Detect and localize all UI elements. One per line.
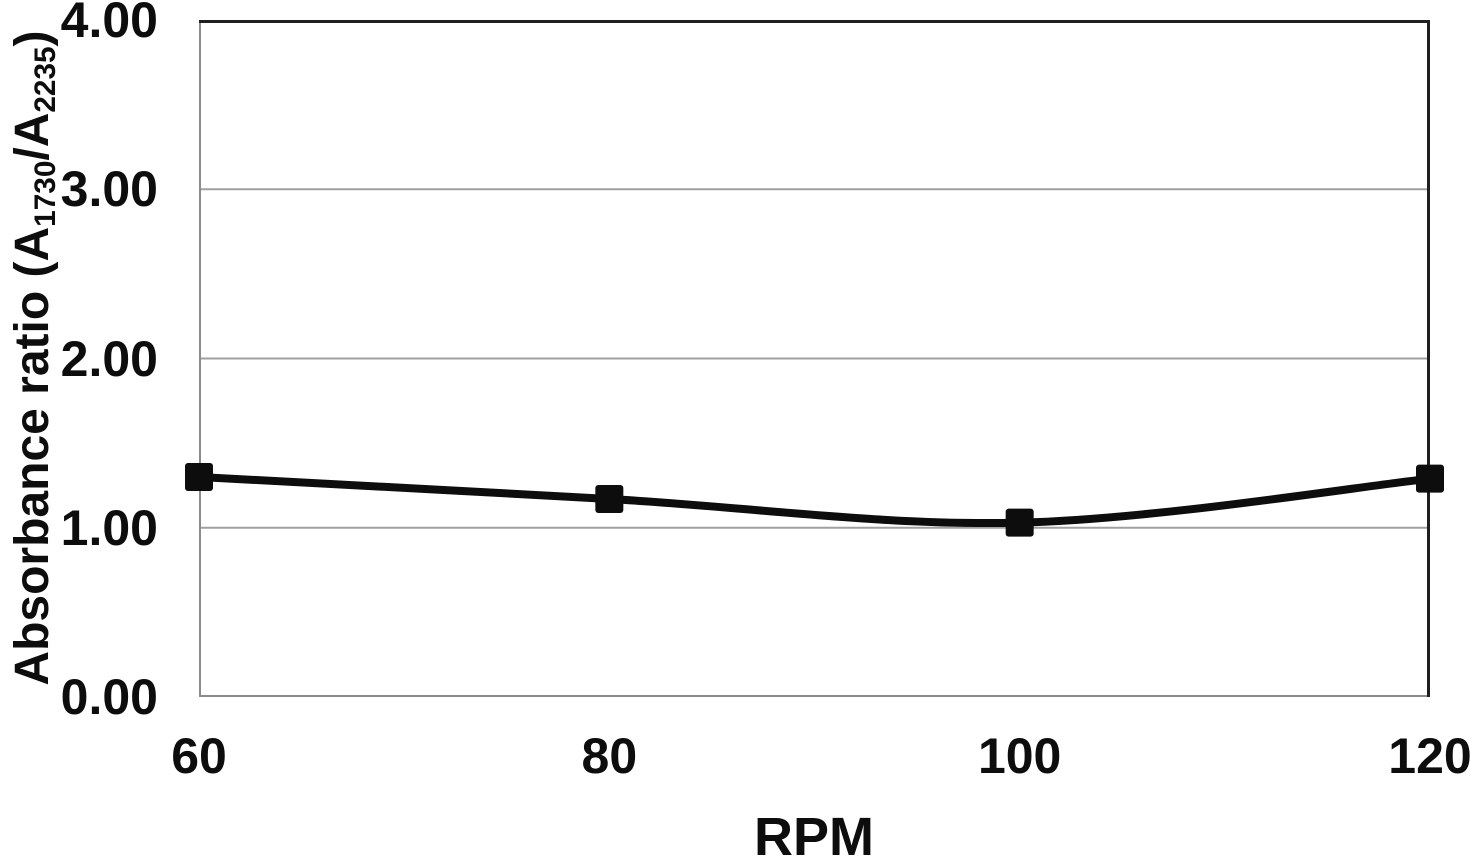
y-tick-label-3.00: 3.00 — [60, 161, 158, 218]
y-tick-label-4.00: 4.00 — [60, 0, 158, 48]
data-point-marker-100 — [1005, 508, 1034, 537]
data-point-marker-60 — [185, 462, 213, 491]
y-tick-label-2.00: 2.00 — [60, 330, 158, 387]
x-tick-label-120: 120 — [1388, 728, 1472, 784]
y-axis-title-subscript-2235: 2235 — [28, 46, 62, 113]
y-axis-title-text: Absorbance ratio (A — [6, 226, 59, 686]
x-tick-label-60: 60 — [171, 728, 227, 784]
x-axis-title: RPM — [754, 807, 874, 867]
data-point-marker-80 — [595, 484, 624, 513]
data-point-marker-120 — [1416, 464, 1444, 493]
plot-area — [185, 20, 1444, 697]
series-line — [195, 472, 1434, 528]
y-tick-label-1.00: 1.00 — [60, 499, 158, 556]
y-tick-label-0.00: 0.00 — [60, 669, 158, 725]
x-tick-label-80: 80 — [581, 728, 638, 784]
x-tick-label-100: 100 — [977, 728, 1062, 784]
